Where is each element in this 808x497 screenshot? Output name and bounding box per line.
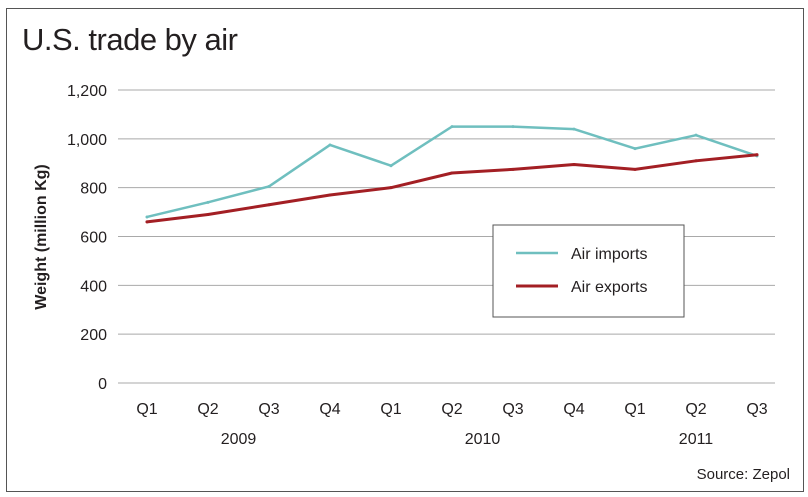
x-tick-label: Q1 — [136, 401, 157, 418]
x-tick-label: Q3 — [502, 401, 523, 418]
data-point-imports — [511, 125, 515, 129]
x-tick-label: Q2 — [197, 401, 218, 418]
y-tick-label: 1,000 — [67, 132, 107, 149]
x-tick-label: Q2 — [685, 401, 706, 418]
legend-label: Air imports — [571, 246, 647, 263]
legend-box — [492, 224, 685, 318]
chart-title: U.S. trade by air — [22, 22, 238, 57]
data-point-exports — [755, 153, 759, 157]
y-axis-title: Weight (million Kg) — [33, 164, 50, 309]
x-tick-label: Q4 — [319, 401, 340, 418]
data-point-exports — [328, 193, 332, 197]
y-tick-label: 400 — [80, 278, 107, 295]
y-tick-label: 200 — [80, 327, 107, 344]
data-point-exports — [206, 213, 210, 217]
data-point-exports — [511, 167, 515, 171]
data-point-imports — [206, 200, 210, 204]
year-label: 2009 — [221, 431, 257, 448]
data-point-exports — [267, 203, 271, 207]
chart-frame — [6, 8, 804, 492]
year-label: 2011 — [679, 431, 714, 448]
x-tick-label: Q1 — [380, 401, 401, 418]
data-point-exports — [389, 186, 393, 190]
x-tick-label: Q3 — [258, 401, 279, 418]
data-point-exports — [633, 167, 637, 171]
data-point-imports — [633, 147, 637, 151]
legend-label: Air exports — [571, 279, 647, 296]
series-line-exports — [145, 153, 759, 224]
data-point-exports — [450, 171, 454, 175]
y-tick-label: 1,200 — [67, 83, 107, 100]
y-tick-label: 800 — [80, 181, 107, 198]
year-label: 2010 — [465, 431, 501, 448]
x-tick-label: Q2 — [441, 401, 462, 418]
y-tick-label: 0 — [98, 376, 107, 393]
data-point-imports — [267, 184, 271, 188]
x-tick-label: Q1 — [624, 401, 645, 418]
data-point-imports — [450, 125, 454, 129]
data-point-imports — [145, 215, 149, 219]
y-tick-label: 600 — [80, 230, 107, 247]
data-point-exports — [572, 162, 576, 166]
data-point-imports — [389, 164, 393, 168]
data-point-imports — [328, 143, 332, 147]
data-point-imports — [694, 133, 698, 137]
data-point-exports — [694, 159, 698, 163]
data-point-imports — [572, 127, 576, 131]
x-tick-label: Q3 — [746, 401, 767, 418]
x-tick-label: Q4 — [563, 401, 584, 418]
data-point-exports — [145, 220, 149, 224]
source-note: Source: Zepol — [696, 466, 790, 483]
